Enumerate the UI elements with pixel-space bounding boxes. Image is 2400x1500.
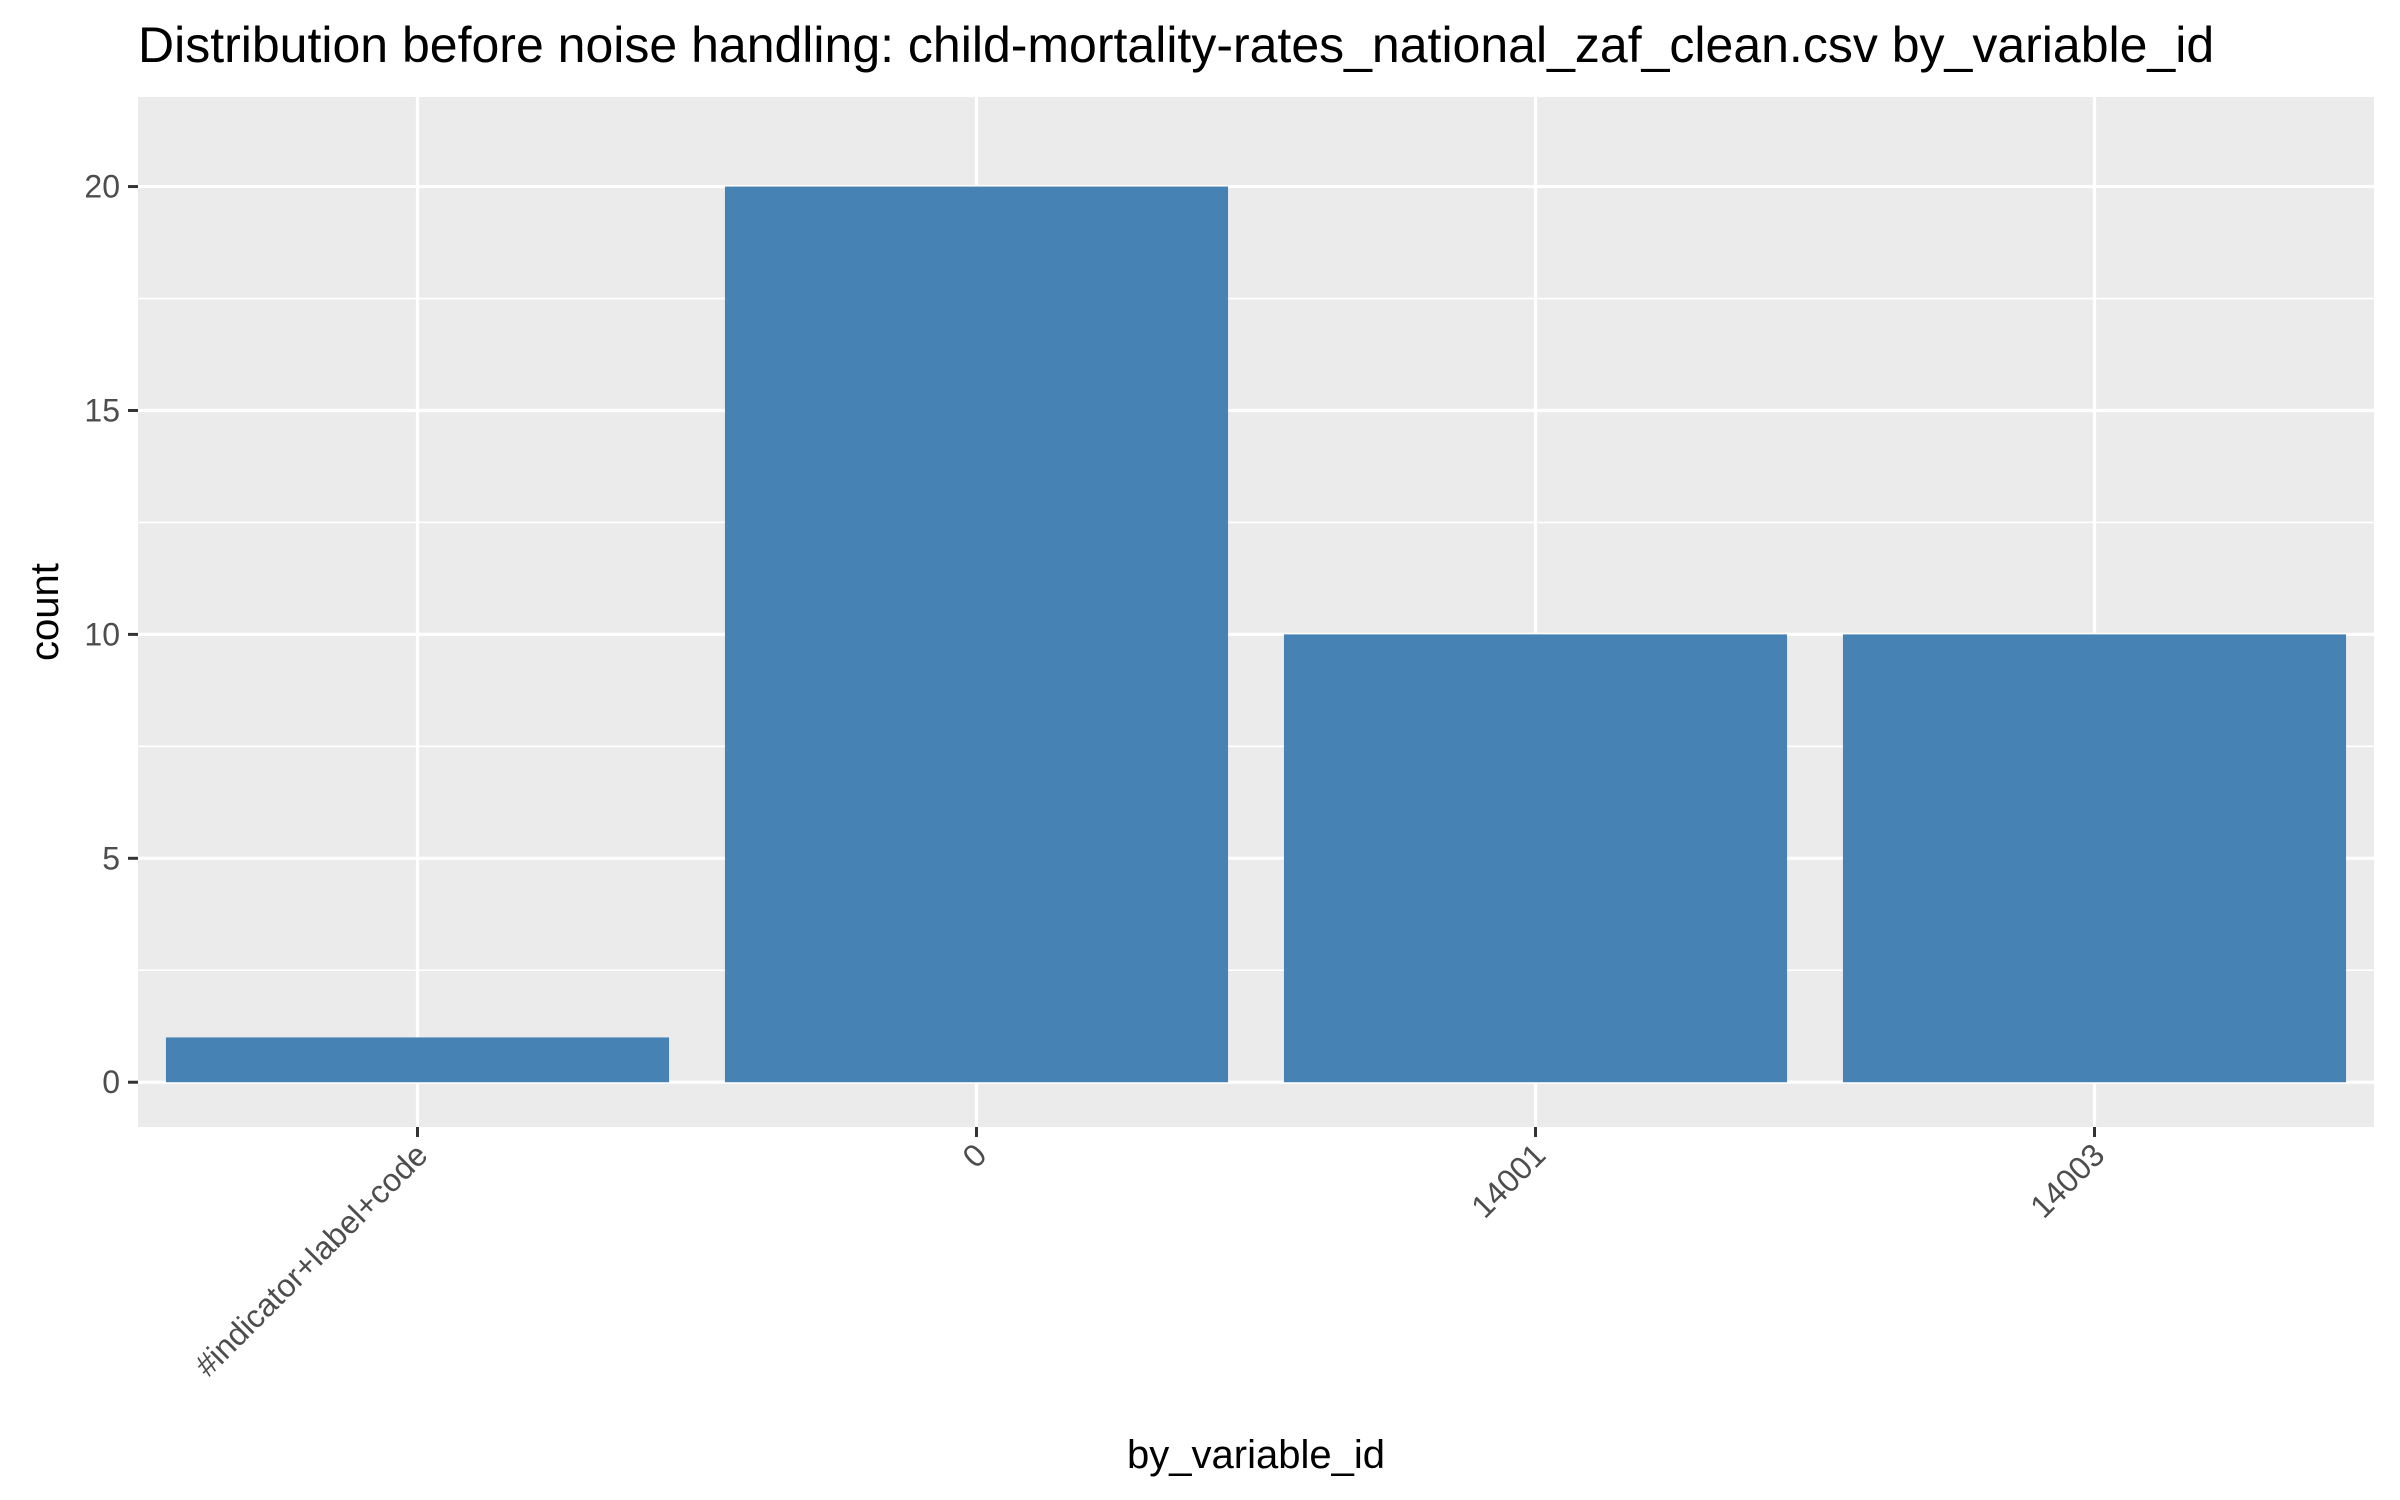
chart-title: Distribution before noise handling: chil… <box>138 17 2214 73</box>
y-tick-label: 15 <box>84 392 120 428</box>
x-tick-label: 14001 <box>1464 1136 1552 1224</box>
y-axis-title: count <box>23 563 67 661</box>
x-axis: #indicator+label+code 0 14001 14003 <box>188 1127 2111 1383</box>
y-tick-label: 10 <box>84 616 120 652</box>
x-axis-title: by_variable_id <box>1127 1433 1385 1477</box>
bar <box>1842 634 2347 1083</box>
x-tick-label: 0 <box>955 1136 993 1174</box>
y-axis: 0 5 10 15 20 <box>84 169 138 1100</box>
bar <box>1283 634 1788 1083</box>
y-tick-label: 20 <box>84 169 120 205</box>
bars <box>165 186 2347 1083</box>
x-tick-label: #indicator+label+code <box>188 1136 435 1383</box>
bar <box>724 186 1229 1083</box>
x-tick-label: 14003 <box>2023 1136 2111 1224</box>
y-tick-label: 0 <box>102 1064 120 1100</box>
y-tick-label: 5 <box>102 840 120 876</box>
bar <box>165 1037 670 1083</box>
